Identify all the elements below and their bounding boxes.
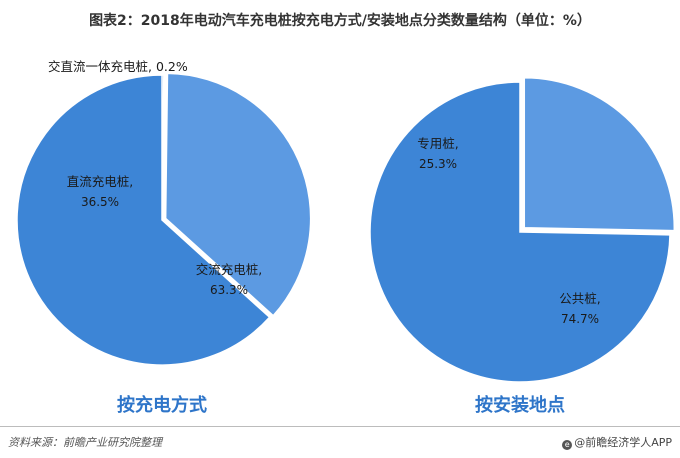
brand-label: e @前瞻经济学人APP — [562, 434, 672, 450]
slice-label: 交直流一体充电桩, 0.2% — [48, 59, 188, 74]
pie-slice — [164, 72, 312, 317]
pie-slice — [16, 74, 271, 366]
footer-divider — [0, 426, 680, 427]
slice-label-value: 25.3% — [419, 157, 457, 171]
slice-label-name: 交流充电桩, — [196, 262, 262, 277]
chart-subtitle: 按安装地点 — [475, 394, 565, 416]
slice-label-name: 专用桩, — [417, 136, 458, 151]
chart-subtitle: 按充电方式 — [117, 394, 207, 416]
brand-logo-icon: e — [562, 440, 573, 450]
source-note: 资料来源：前瞻产业研究院整理 — [8, 436, 162, 449]
pie-slice — [369, 81, 671, 383]
page-title: 图表2：2018年电动汽车充电桩按充电方式/安装地点分类数量结构（单位：%） — [89, 13, 591, 29]
pie-chart-install-location: 专用桩, 25.3% 公共桩, 74.7% 按安装地点 — [369, 77, 676, 416]
slice-label-name: 公共桩, — [559, 291, 600, 306]
slice-label-value: 63.3% — [210, 283, 248, 297]
slice-label-value: 36.5% — [81, 195, 119, 209]
pie-slice — [523, 77, 676, 232]
pie-chart-charging-method: 交直流一体充电桩, 0.2% 直流充电桩, 36.5% 交流充电桩, 63.3% 按充电方… — [16, 59, 312, 416]
slice-label-value: 74.7% — [561, 312, 599, 326]
slice-label-name: 直流充电桩, — [67, 174, 133, 189]
brand-text: @前瞻经济学人APP — [574, 436, 672, 449]
